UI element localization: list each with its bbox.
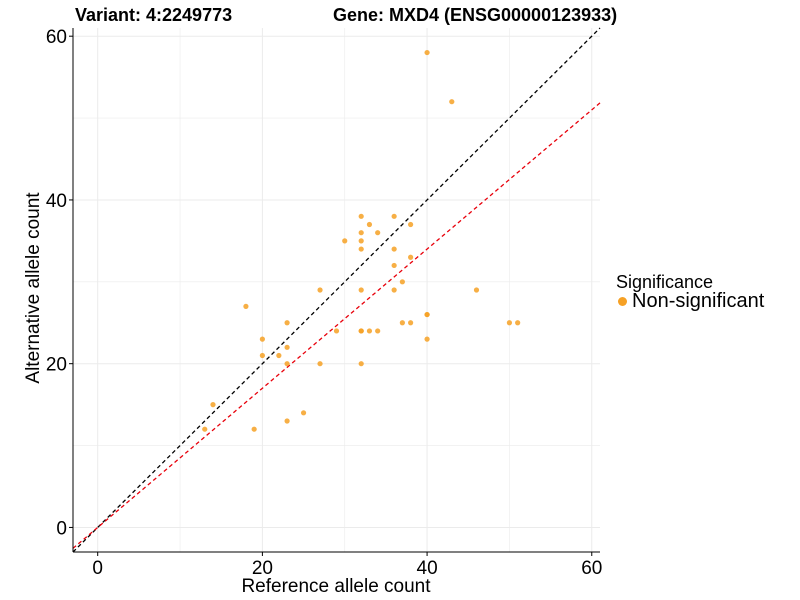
data-point xyxy=(358,328,364,334)
data-point xyxy=(375,230,381,236)
y-axis-label: Alternative allele count xyxy=(23,192,44,384)
data-point xyxy=(408,221,414,228)
data-point xyxy=(366,221,373,228)
data-point xyxy=(473,287,480,293)
y-tick-label: 20 xyxy=(46,355,67,376)
data-point xyxy=(506,320,513,326)
legend-item-non-significant: Non-significant xyxy=(618,290,764,313)
data-point xyxy=(317,361,323,367)
data-point xyxy=(358,246,364,252)
data-point xyxy=(276,352,282,359)
data-point xyxy=(284,361,290,367)
data-point xyxy=(358,361,364,367)
data-point xyxy=(391,246,397,252)
x-tick-label: 40 xyxy=(417,558,438,579)
y-tick-label: 0 xyxy=(56,518,67,539)
variant-title: Variant: 4:2249773 xyxy=(75,5,233,25)
data-point xyxy=(375,328,381,334)
data-point xyxy=(391,262,397,269)
data-point xyxy=(399,320,405,326)
y-tick-label: 60 xyxy=(46,27,67,48)
data-point xyxy=(424,311,430,318)
data-point xyxy=(251,426,257,432)
data-point xyxy=(358,230,364,236)
data-point xyxy=(259,352,265,359)
data-point xyxy=(391,213,397,219)
legend-label: Non-significant xyxy=(632,290,765,312)
x-axis-label: Reference allele count xyxy=(241,576,431,597)
data-point xyxy=(342,238,348,244)
data-point xyxy=(284,344,290,350)
data-point xyxy=(202,426,208,432)
data-point xyxy=(210,402,216,408)
data-point xyxy=(300,410,307,416)
data-point xyxy=(317,287,323,293)
data-point xyxy=(284,320,290,326)
legend-marker-icon xyxy=(618,297,627,306)
fit-dashed-line xyxy=(72,102,601,549)
data-point xyxy=(391,287,397,293)
data-point xyxy=(358,238,364,244)
data-point xyxy=(424,336,430,342)
y-tick-label: 40 xyxy=(46,191,67,212)
data-point xyxy=(515,320,521,326)
data-point xyxy=(408,320,414,326)
data-point xyxy=(424,49,430,56)
data-point xyxy=(358,213,364,219)
data-point xyxy=(366,328,373,334)
x-tick-label: 20 xyxy=(252,558,273,579)
x-tick-label: 60 xyxy=(581,558,602,579)
identity-dashed-line xyxy=(72,27,601,553)
data-point xyxy=(358,287,364,293)
data-point xyxy=(284,418,290,424)
data-point xyxy=(399,279,405,285)
x-tick-label: 0 xyxy=(92,558,103,579)
data-point xyxy=(449,99,455,105)
data-point xyxy=(333,328,340,334)
data-point xyxy=(408,254,414,260)
data-point xyxy=(259,336,265,342)
data-point xyxy=(243,303,249,309)
gene-title: Gene: MXD4 (ENSG00000123933) xyxy=(333,5,618,25)
legend-title: Significance xyxy=(616,272,714,292)
